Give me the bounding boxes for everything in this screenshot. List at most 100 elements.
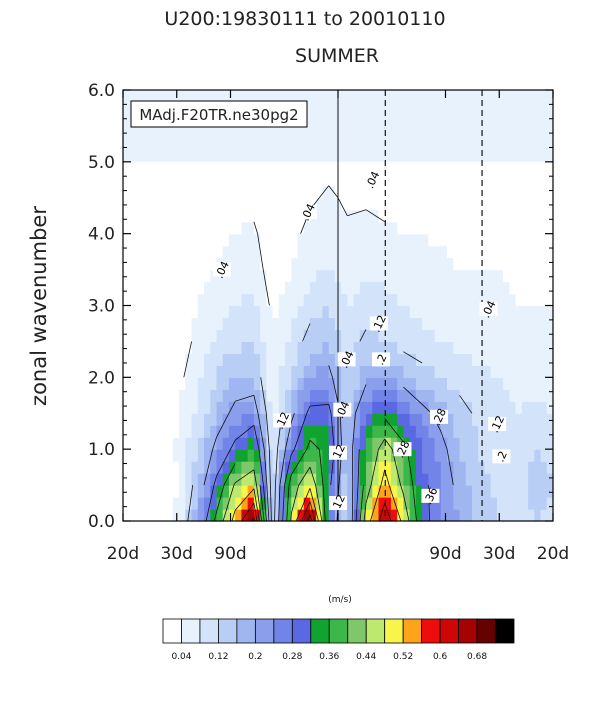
contour-cell: [191, 365, 199, 378]
contour-cell: [459, 305, 467, 319]
contour-cell: [316, 389, 324, 402]
contour-cell: [253, 305, 261, 319]
contour-cell: [434, 269, 442, 283]
contour-cell: [216, 317, 224, 331]
contour-cell: [228, 425, 236, 438]
contour-cell: [172, 437, 180, 450]
contour-cell: [528, 497, 535, 510]
contour-cell: [428, 317, 436, 331]
contour-cell: [309, 389, 317, 402]
contour-cell: [179, 437, 186, 450]
contour-cell: [160, 365, 168, 378]
contour-cell: [235, 233, 243, 247]
contour-cell: [496, 329, 504, 343]
contour-cell: [341, 389, 348, 402]
y-tick-label: 2.0: [88, 368, 115, 388]
contour-cell: [440, 293, 448, 307]
contour-cell: [503, 269, 510, 283]
contour-cell: [509, 197, 517, 211]
contour-cell: [297, 257, 305, 271]
contour-cell: [465, 389, 473, 402]
contour-cell: [241, 281, 249, 295]
contour-cell: [222, 497, 230, 510]
contour-cell: [216, 245, 224, 259]
contour-cell: [291, 497, 299, 510]
contour-cell: [235, 341, 243, 354]
contour-cell: [303, 317, 311, 331]
contour-cell: [384, 413, 392, 426]
contour-cell: [397, 425, 405, 438]
contour-cell: [185, 353, 193, 366]
contour-cell: [546, 341, 554, 354]
contour-cell: [353, 449, 361, 462]
contour-cell: [272, 401, 280, 414]
contour-cell: [422, 329, 429, 343]
contour-cell: [434, 341, 442, 354]
contour-cell: [434, 329, 442, 343]
contour-cell: [309, 269, 317, 283]
contour-cell: [428, 209, 436, 223]
contour-cell: [303, 173, 311, 187]
contour-cell: [459, 173, 467, 187]
contour-cell: [353, 209, 361, 223]
contour-cell: [253, 161, 261, 175]
contour-cell: [384, 365, 392, 378]
contour-cell: [141, 209, 149, 223]
contour-cell: [546, 269, 554, 283]
contour-cell: [216, 233, 224, 247]
contour-cell: [210, 437, 218, 450]
contour-cell: [453, 461, 461, 474]
contour-cell: [503, 485, 510, 498]
contour-cell: [496, 461, 504, 474]
contour-cell: [471, 233, 479, 247]
contour-cell: [366, 197, 373, 211]
contour-cell: [341, 461, 348, 474]
contour-cell: [316, 437, 324, 450]
contour-cell: [185, 245, 193, 259]
contour-cell: [378, 377, 386, 390]
contour-cell: [272, 173, 280, 187]
contour-cell: [266, 473, 274, 486]
contour-cell: [447, 329, 454, 343]
contour-cell: [378, 329, 386, 343]
contour-cell: [546, 221, 554, 235]
contour-cell: [154, 257, 161, 271]
contour-cell: [528, 317, 535, 331]
contour-cell: [353, 365, 361, 378]
contour-label-bg: [329, 496, 347, 511]
contour-cell: [359, 485, 367, 498]
contour-cell: [204, 161, 211, 175]
contour-cell: [291, 293, 299, 307]
contour-cell: [378, 257, 386, 271]
contour-cell: [328, 377, 336, 390]
contour-cell: [191, 269, 199, 283]
contour-cell: [235, 389, 243, 402]
contour-cell: [347, 329, 355, 343]
contour-cell: [179, 389, 186, 402]
contour-cell: [415, 485, 423, 498]
contour-cell: [509, 425, 517, 438]
contour-cell: [123, 437, 130, 450]
contour-cell: [204, 185, 211, 199]
contour-cell: [459, 509, 467, 522]
contour-cell: [546, 197, 554, 211]
contour-cell: [154, 305, 161, 319]
contour-cell: [403, 473, 411, 486]
contour-cell: [185, 269, 193, 283]
contour-cell: [353, 509, 361, 522]
contour-cell: [403, 245, 411, 259]
contour-cell: [172, 365, 180, 378]
contour-cell: [490, 209, 498, 223]
contour-cell: [428, 329, 436, 343]
contour-cell: [546, 185, 554, 199]
contour-cell: [129, 257, 137, 271]
contour-cell: [260, 209, 267, 223]
contour-cell: [135, 185, 143, 199]
contour-cell: [484, 509, 492, 522]
contour-cell: [403, 413, 411, 426]
contour-cell: [540, 281, 548, 295]
contour-cell: [228, 197, 236, 211]
contour-cell: [528, 509, 535, 522]
contour-cell: [397, 497, 405, 510]
contour-cell: [478, 221, 486, 235]
